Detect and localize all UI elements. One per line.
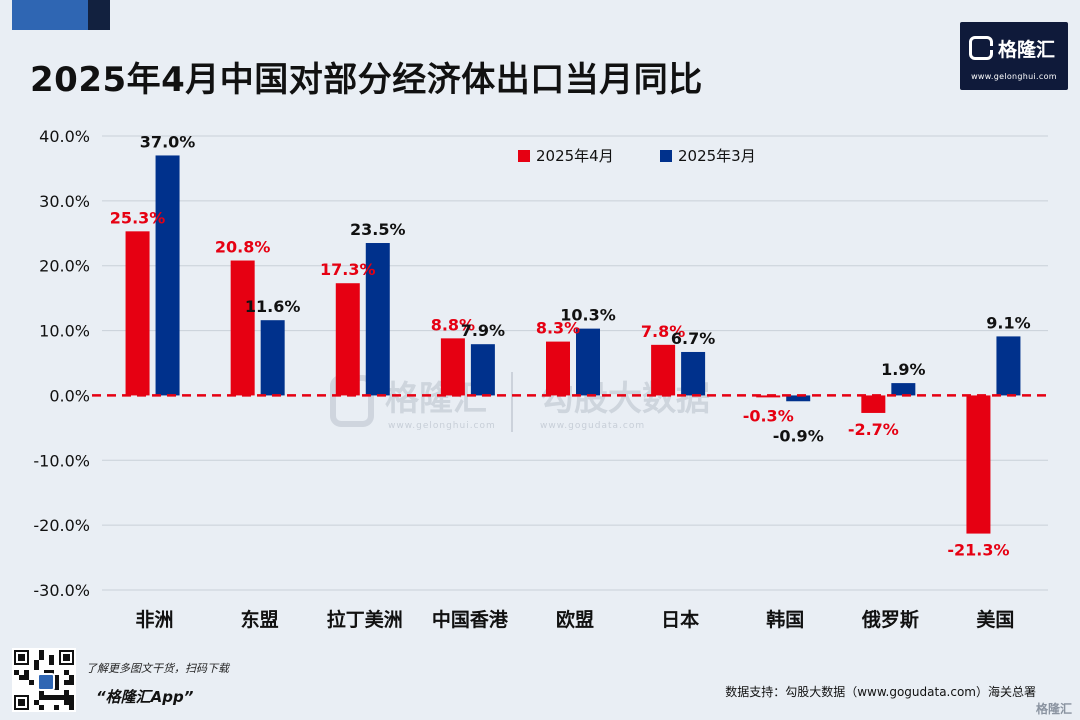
bar-chart: 格隆汇 www.gelonghui.com 勾股大数据 www.gogudata… — [33, 127, 1048, 631]
data-label: 8.3% — [536, 319, 580, 338]
x-category-label: 俄罗斯 — [861, 608, 919, 631]
axis-ticks: 40.0% 30.0% 20.0% 10.0% 0.0% -10.0% -20.0% -30.… — [33, 127, 1014, 631]
data-label: 8.8% — [431, 315, 475, 334]
bar-apr-2025 — [125, 231, 150, 396]
legend-swatch-apr — [518, 150, 530, 162]
y-tick-label: -20.0% — [33, 516, 90, 535]
bar-apr-2025 — [230, 260, 255, 396]
bar-mar-2025 — [576, 328, 600, 396]
bar-mar-2025 — [365, 243, 390, 396]
y-tick-label: 20.0% — [39, 257, 90, 276]
bar-mar-2025 — [681, 351, 706, 396]
legend-swatch-mar — [660, 150, 672, 162]
data-source: 数据支持：勾股大数据（www.gogudata.com）海关总署 — [725, 685, 1036, 699]
corner-logo: 格隆汇 — [1035, 702, 1072, 716]
data-label: 20.8% — [215, 238, 271, 257]
x-category-label: 非洲 — [136, 609, 174, 631]
y-tick-label: -10.0% — [33, 451, 90, 470]
qr-code[interactable] — [12, 648, 76, 712]
bar-apr-2025 — [546, 341, 570, 396]
bar-mar-2025 — [891, 383, 916, 396]
logo-url: www.gelonghui.com — [971, 72, 1057, 81]
watermark-data-url: www.gogudata.com — [540, 421, 645, 431]
bar-mar-2025 — [155, 155, 180, 396]
data-label: -2.7% — [848, 420, 899, 439]
y-tick-label: 0.0% — [49, 386, 90, 405]
data-label: -0.3% — [743, 406, 794, 425]
watermark-brand-url: www.gelonghui.com — [388, 421, 496, 431]
bar-mar-2025 — [786, 395, 811, 402]
y-tick-label: 30.0% — [39, 192, 90, 211]
bar-apr-2025 — [861, 395, 886, 413]
qr-logo-icon — [37, 673, 55, 691]
x-category-label: 美国 — [976, 608, 1014, 631]
legend-label-mar: 2025年3月 — [678, 147, 756, 165]
x-category-label: 拉丁美洲 — [327, 608, 403, 631]
footer-app-name: “格隆汇App” — [96, 688, 194, 706]
logo-name: 格隆汇 — [998, 39, 1056, 61]
data-label: 1.9% — [881, 360, 925, 379]
bar-apr-2025 — [651, 344, 676, 396]
data-label: 37.0% — [140, 132, 196, 151]
data-label: -0.9% — [773, 426, 824, 445]
x-category-label: 中国香港 — [432, 608, 509, 631]
bar-apr-2025 — [440, 338, 465, 396]
x-category-label: 东盟 — [241, 608, 279, 631]
bar-apr-2025 — [966, 395, 991, 534]
x-category-label: 日本 — [661, 608, 699, 631]
legend-label-apr: 2025年4月 — [536, 147, 614, 165]
top-accent-block-dark — [88, 0, 110, 30]
data-label: -21.3% — [947, 541, 1009, 560]
top-accent-block — [12, 0, 88, 30]
bar-apr-2025 — [335, 283, 360, 396]
data-label: 25.3% — [110, 208, 166, 227]
bar-mar-2025 — [470, 344, 495, 396]
y-tick-label: -30.0% — [33, 581, 90, 600]
x-category-label: 韩国 — [766, 608, 804, 631]
data-labels: 25.3% 37.0% 20.8% 11.6% 17.3% 23.5% 8.8%7.9% 8.… — [110, 132, 1031, 559]
brand-logo[interactable]: 格隆汇 www.gelonghui.com — [960, 22, 1068, 90]
y-tick-label: 40.0% — [39, 127, 90, 146]
footer-promo: 了解更多图文干货，扫码下载 — [86, 662, 229, 675]
data-label: 7.9% — [461, 321, 505, 340]
logo-g-icon — [969, 36, 993, 60]
bar-mar-2025 — [996, 336, 1021, 396]
grid-lines — [102, 135, 1048, 591]
y-tick-label: 10.0% — [39, 322, 90, 341]
legend: 2025年4月 2025年3月 — [518, 147, 756, 165]
watermark-brand: 格隆汇 — [385, 379, 487, 419]
chart-title: 2025年4月中国对部分经济体出口当月同比 — [30, 60, 703, 100]
bars — [125, 155, 1021, 534]
bar-mar-2025 — [260, 320, 285, 396]
data-label: 10.3% — [560, 306, 616, 325]
data-label: 11.6% — [245, 297, 301, 316]
data-label: 6.7% — [671, 329, 715, 348]
data-label: 7.8% — [641, 322, 685, 341]
x-category-label: 欧盟 — [556, 608, 594, 631]
data-label: 23.5% — [350, 220, 406, 239]
data-label: 9.1% — [986, 313, 1030, 332]
data-label: 17.3% — [320, 260, 376, 279]
